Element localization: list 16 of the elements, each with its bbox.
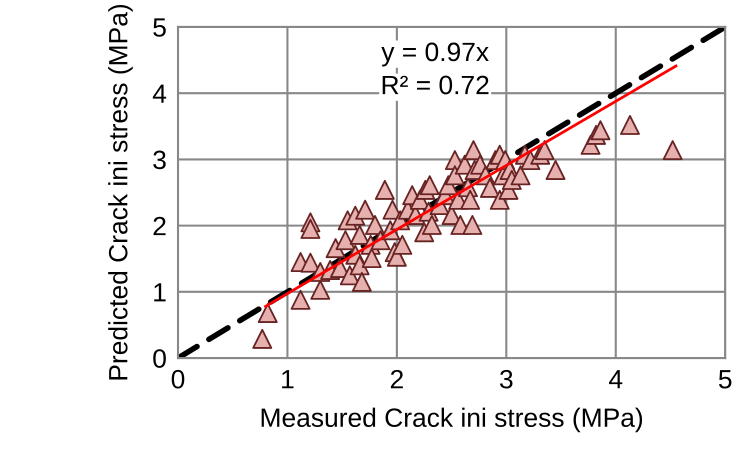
- x-tick-label: 4: [609, 370, 622, 388]
- x-tick-label: 0: [172, 370, 184, 389]
- x-tick-label: 5: [718, 370, 732, 389]
- y-tick-label: 5: [153, 18, 166, 37]
- y-tick-label: 1: [154, 283, 166, 302]
- x-tick-label: 2: [390, 370, 403, 388]
- y-tick-label: 4: [152, 84, 166, 103]
- annotation: y = 0.97x: [381, 42, 489, 66]
- y-tick-label: 2: [154, 216, 166, 236]
- y-tick-label: 0: [153, 349, 166, 368]
- y-tick-label: 3: [153, 150, 166, 170]
- y-axis-title: Predicted Crack ini stress (MPa): [108, 4, 133, 380]
- x-tick-label: 3: [500, 370, 512, 389]
- x-tick-label: 1: [282, 370, 294, 388]
- x-axis-title: Measured Crack ini stress (MPa): [262, 408, 642, 432]
- annotation: R² = 0.72: [382, 76, 488, 94]
